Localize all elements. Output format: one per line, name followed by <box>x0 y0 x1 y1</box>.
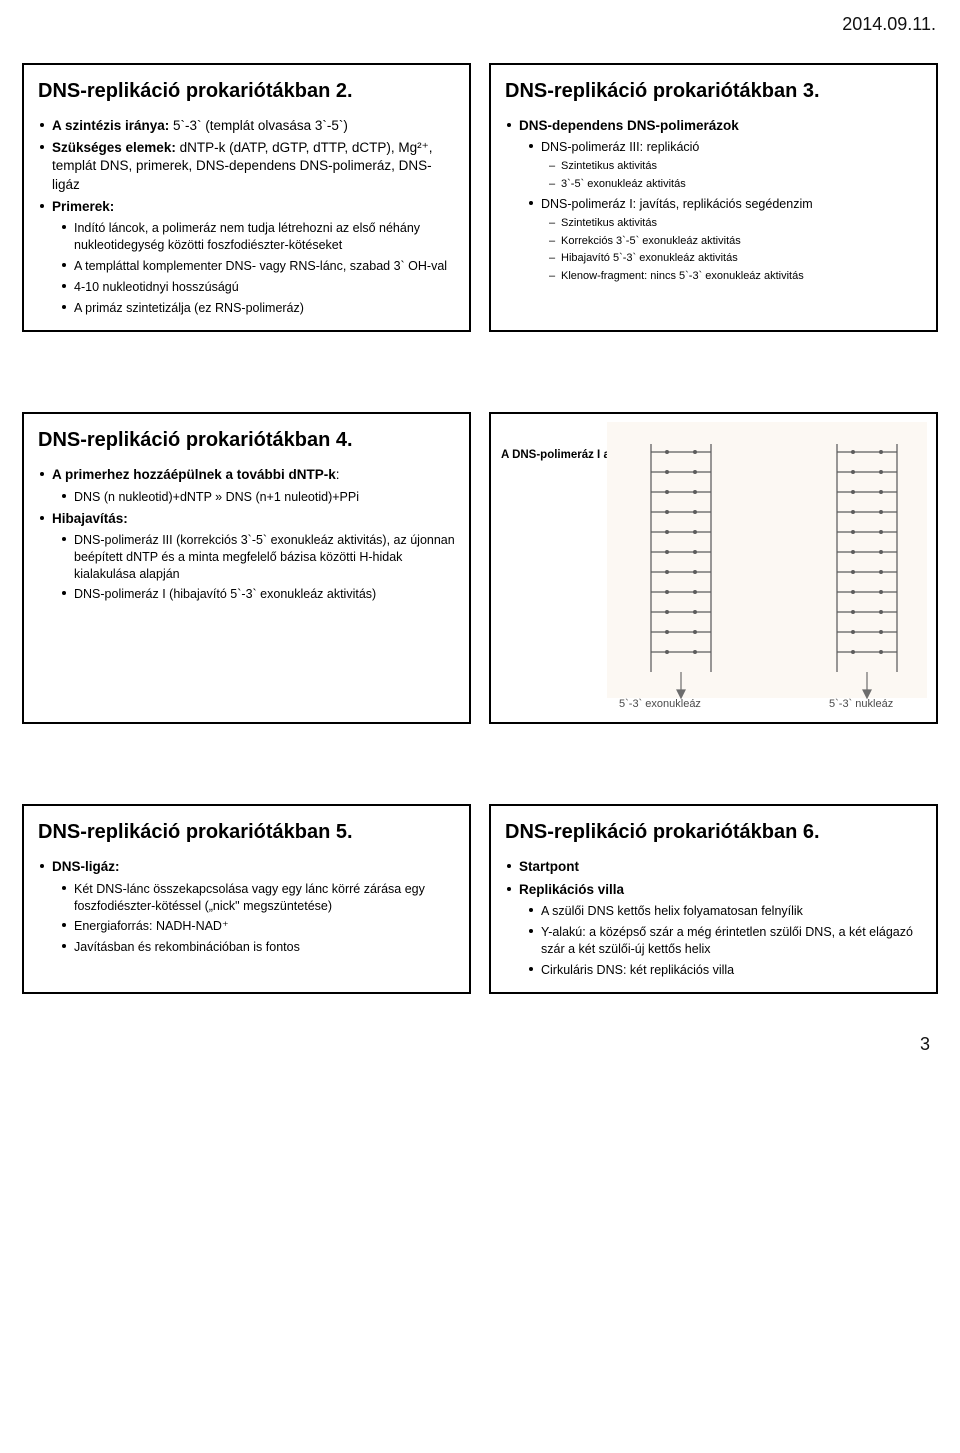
s3-item-1b2: Korrekciós 3`-5` exonukleáz aktivitás <box>549 234 924 249</box>
s2-item-3c: 4-10 nukleotidnyi hosszúságú <box>60 279 457 296</box>
s2-item-3b: A templáttal komplementer DNS- vagy RNS-… <box>60 258 457 275</box>
s4-item-1: A primerhez hozzáépülnek a további dNTP-… <box>38 466 457 505</box>
slide-2: DNS-replikáció prokariótákban 2. A szint… <box>22 63 471 332</box>
page-root: 2014.09.11. DNS-replikáció prokariótákba… <box>0 0 960 1079</box>
s3-item-1a2: 3`-5` exonukleáz aktivitás <box>549 177 924 192</box>
s5-item-1b: Energiaforrás: NADH-NAD⁺ <box>60 918 457 935</box>
slide-5-title: DNS-replikáció prokariótákban 5. <box>38 820 457 844</box>
s4-item-2b: DNS-polimeráz I (hibajavító 5`-3` exonuk… <box>60 586 457 603</box>
s2-item-3: Primerek: Indító láncok, a polimeráz nem… <box>38 198 457 317</box>
dna-diagram-svg <box>499 422 928 714</box>
s5-item-1c: Javításban és rekombinációban is fontos <box>60 939 457 956</box>
s3-item-1: DNS-dependens DNS-polimerázok DNS-polime… <box>505 117 924 284</box>
slide-3-title: DNS-replikáció prokariótákban 3. <box>505 79 924 103</box>
diagram-right-label: 5`-3` nukleáz <box>829 698 893 710</box>
s3-item-1a-text: DNS-polimeráz III: replikáció <box>541 140 699 154</box>
slide-6: DNS-replikáció prokariótákban 6. Startpo… <box>489 804 938 994</box>
s6-item-2b: Y-alakú: a középső szár a még érintetlen… <box>527 924 924 958</box>
slide-row-1: DNS-replikáció prokariótákban 2. A szint… <box>22 63 938 332</box>
slide-5: DNS-replikáció prokariótákban 5. DNS-lig… <box>22 804 471 994</box>
slide-3: DNS-replikáció prokariótákban 3. DNS-dep… <box>489 63 938 332</box>
s3-item-1-lead: DNS-dependens DNS-polimerázok <box>519 118 739 133</box>
slide-4-title: DNS-replikáció prokariótákban 4. <box>38 428 457 452</box>
s2-item-3-lead: Primerek: <box>52 199 114 214</box>
s3-item-1b4: Klenow-fragment: nincs 5`-3` exonukleáz … <box>549 269 924 284</box>
s4-item-2: Hibajavítás: DNS-polimeráz III (korrekci… <box>38 510 457 604</box>
slide-6-title: DNS-replikáció prokariótákban 6. <box>505 820 924 844</box>
s3-item-1a: DNS-polimeráz III: replikáció Szintetiku… <box>527 139 924 192</box>
s5-item-1-lead: DNS-ligáz: <box>52 859 120 874</box>
slide-diagram: A DNS-polimeráz I aktivitásai 5' 3' 5' 3… <box>489 412 938 724</box>
s3-item-1b3: Hibajavító 5`-3` exonukleáz aktivitás <box>549 251 924 266</box>
s3-item-1b-text: DNS-polimeráz I: javítás, replikációs se… <box>541 197 813 211</box>
s5-item-1a: Két DNS-lánc összekapcsolása vagy egy lá… <box>60 881 457 915</box>
header-date: 2014.09.11. <box>22 14 938 35</box>
s6-item-2c: Cirkuláris DNS: két replikációs villa <box>527 962 924 979</box>
s2-item-3a: Indító láncok, a polimeráz nem tudja lét… <box>60 220 457 254</box>
s2-item-2: Szükséges elemek: dNTP-k (dATP, dGTP, dT… <box>38 139 457 194</box>
s3-item-1b1: Szintetikus aktivitás <box>549 216 924 231</box>
diagram-left-label: 5`-3` exonukleáz <box>619 698 701 710</box>
page-number: 3 <box>22 1034 938 1055</box>
s2-item-3d: A primáz szintetizálja (ez RNS-polimeráz… <box>60 300 457 317</box>
s4-item-1a: DNS (n nukleotid)+dNTP » DNS (n+1 nuleot… <box>60 489 457 506</box>
s6-item-1-lead: Startpont <box>519 859 579 874</box>
s4-item-2a: DNS-polimeráz III (korrekciós 3`-5` exon… <box>60 532 457 583</box>
s6-item-1: Startpont <box>505 858 924 876</box>
s6-item-2a: A szülői DNS kettős helix folyamatosan f… <box>527 903 924 920</box>
slide-2-title: DNS-replikáció prokariótákban 2. <box>38 79 457 103</box>
s6-item-2-lead: Replikációs villa <box>519 882 624 897</box>
s2-item-1: A szintézis iránya: 5`-3` (templát olvas… <box>38 117 457 135</box>
slide-row-2: DNS-replikáció prokariótákban 4. A prime… <box>22 412 938 724</box>
s3-item-1a1: Szintetikus aktivitás <box>549 159 924 174</box>
slide-4: DNS-replikáció prokariótákban 4. A prime… <box>22 412 471 724</box>
s4-item-1-lead: A primerhez hozzáépülnek a további dNTP-… <box>52 467 336 482</box>
s4-item-2-lead: Hibajavítás: <box>52 511 128 526</box>
s5-item-1: DNS-ligáz: Két DNS-lánc összekapcsolása … <box>38 858 457 956</box>
s6-item-2: Replikációs villa A szülői DNS kettős he… <box>505 881 924 979</box>
s4-item-1-tail: : <box>336 467 340 482</box>
s2-item-2-lead: Szükséges elemek: <box>52 140 176 155</box>
slide-row-3: DNS-replikáció prokariótákban 5. DNS-lig… <box>22 804 938 994</box>
diagram-bg <box>607 422 927 698</box>
s2-item-1-rest: 5`-3` (templát olvasása 3`-5`) <box>169 118 348 133</box>
s2-item-1-lead: A szintézis iránya: <box>52 118 169 133</box>
s3-item-1b: DNS-polimeráz I: javítás, replikációs se… <box>527 196 924 284</box>
